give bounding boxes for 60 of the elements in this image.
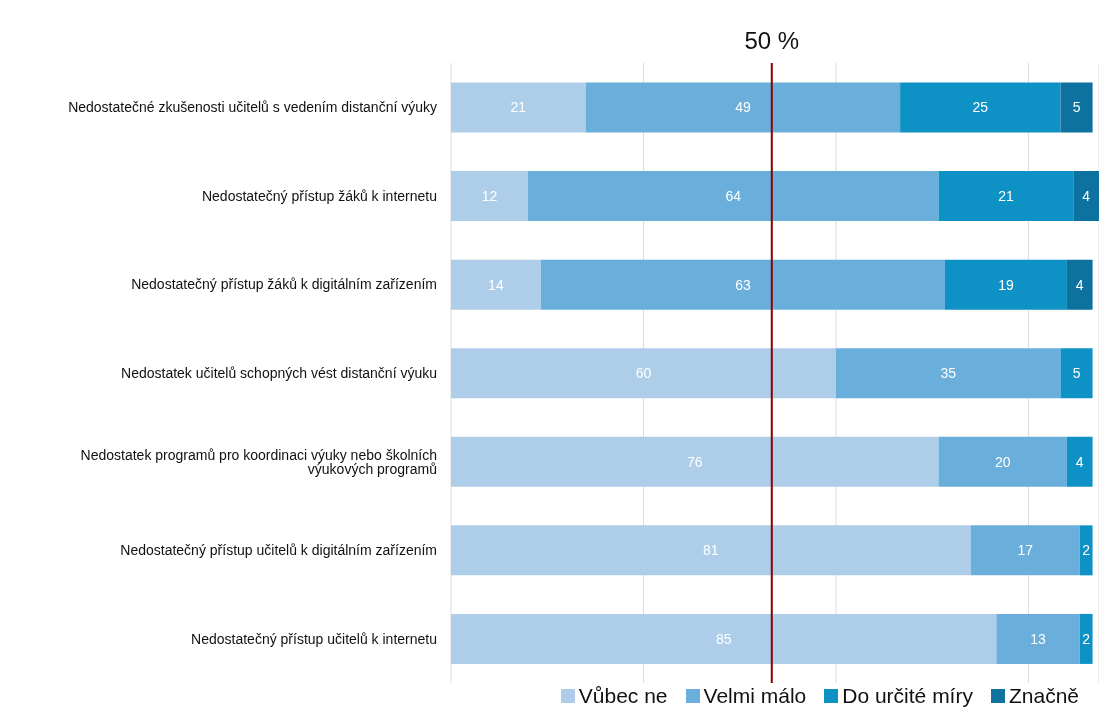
legend-label: Značně xyxy=(1008,684,1079,708)
data-label: 17 xyxy=(1017,542,1034,559)
bar xyxy=(451,82,586,133)
legend-label: Velmi málo xyxy=(703,684,807,708)
data-label: 21 xyxy=(998,188,1014,205)
bar xyxy=(585,82,901,133)
data-label: 13 xyxy=(1030,630,1047,647)
bar xyxy=(540,259,946,310)
bar xyxy=(996,613,1080,664)
bar xyxy=(900,82,1061,133)
data-label: 76 xyxy=(687,453,703,470)
data-label: 14 xyxy=(488,276,504,293)
data-label: 5 xyxy=(1072,365,1081,382)
bar xyxy=(451,436,939,487)
data-label: 4 xyxy=(1075,276,1084,293)
bar xyxy=(451,613,997,664)
legend-label: Vůbec ne xyxy=(578,684,668,708)
bar xyxy=(970,525,1080,576)
bar xyxy=(938,171,1074,222)
data-label: 49 xyxy=(735,99,751,116)
data-label: 64 xyxy=(725,188,742,205)
data-label: 63 xyxy=(735,276,751,293)
bar xyxy=(938,436,1067,487)
ref-line-label: 50 % xyxy=(744,27,800,54)
bar xyxy=(1060,82,1093,133)
y-tick-label: Nedostatek učitelů schopných vést distanční výuku xyxy=(121,364,437,381)
legend-label: Do určité míry xyxy=(842,684,973,708)
y-tick-label: Nedostatečný přístup učitelů k internetu xyxy=(191,630,437,647)
bar xyxy=(1060,348,1093,399)
data-label: 2 xyxy=(1082,630,1091,647)
data-label: 20 xyxy=(994,453,1011,470)
y-tick-label: Nedostatečný přístup učitelů k digitálním zařízením xyxy=(120,542,437,559)
data-label: 2 xyxy=(1082,542,1091,559)
data-label: 5 xyxy=(1072,99,1081,116)
data-label: 12 xyxy=(481,188,498,205)
data-label: 60 xyxy=(635,365,652,382)
bar xyxy=(451,525,971,576)
bar xyxy=(1066,436,1093,487)
data-label: 35 xyxy=(940,365,957,382)
bar xyxy=(835,348,1061,399)
bar xyxy=(945,259,1067,310)
data-label: 4 xyxy=(1075,453,1084,470)
bar xyxy=(1079,613,1093,664)
bar xyxy=(451,348,836,399)
y-tick-label: Nedostatečný přístup žáků k digitálním zařízením xyxy=(131,276,437,293)
bar xyxy=(451,171,528,222)
bar xyxy=(451,259,541,310)
bar xyxy=(1073,171,1099,222)
y-tick-label: Nedostatek programů pro koordinaci výuky nebo školních výukových programů xyxy=(80,446,437,477)
bar xyxy=(1079,525,1093,576)
bar xyxy=(1066,259,1093,310)
data-label: 4 xyxy=(1082,188,1091,205)
data-label: 19 xyxy=(998,276,1014,293)
bar xyxy=(527,171,939,222)
y-tick-label: Nedostatečný přístup žáků k internetu xyxy=(201,187,437,204)
data-label: 81 xyxy=(703,542,719,559)
data-label: 21 xyxy=(510,99,527,116)
y-tick-label: Nedostatečné zkušenosti učitelů s vedením distanční výuky xyxy=(68,99,437,116)
data-label: 25 xyxy=(972,99,989,116)
data-label: 85 xyxy=(715,630,732,647)
